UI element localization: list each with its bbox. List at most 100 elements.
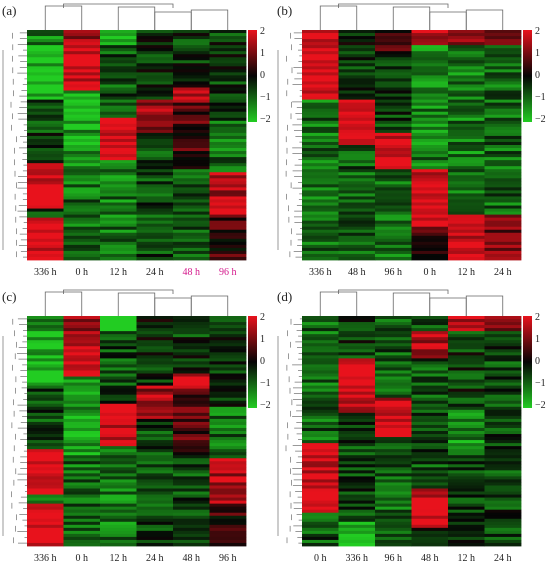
heat-cell [209, 114, 247, 119]
colorbar [523, 316, 532, 408]
heat-cell [173, 111, 210, 116]
heat-cell [100, 518, 137, 523]
heat-cell [375, 151, 412, 155]
heat-cell [209, 66, 247, 70]
heat-cell [63, 141, 101, 146]
heat-cell [375, 36, 412, 40]
heat-cell [411, 102, 449, 107]
heat-cell [375, 503, 412, 508]
heat-cell [411, 319, 449, 323]
heat-cell [209, 316, 247, 320]
heat-cell [100, 322, 137, 326]
heat-cell [375, 467, 412, 471]
heat-cell [209, 485, 247, 489]
heat-cell [484, 542, 522, 547]
heat-cell [136, 394, 174, 399]
heat-cell [302, 51, 339, 55]
heat-cell [302, 437, 339, 441]
heat-cell [209, 208, 247, 212]
heat-cell [100, 196, 137, 200]
heat-cell [338, 515, 376, 520]
column-label: 336 h [346, 553, 369, 564]
heat-cell [484, 51, 522, 55]
heat-cell [448, 361, 485, 365]
heat-cell [302, 202, 339, 206]
heat-cell [302, 452, 339, 456]
heat-cell [338, 524, 376, 529]
heat-cell [136, 412, 174, 417]
heat-cell [484, 253, 522, 258]
heat-cell [302, 99, 339, 104]
heat-cell [302, 406, 339, 411]
heat-cell [375, 238, 412, 243]
heat-cell [302, 449, 339, 453]
dendrogram-branch [392, 6, 431, 30]
column-dendrogram [44, 289, 229, 316]
heat-cell [375, 382, 412, 387]
heat-cell [375, 515, 412, 520]
heat-cell [63, 464, 101, 468]
heat-cell [100, 373, 137, 377]
heatmap-panel-d: 0 h 336 h 96 h 48 h 12 h 24 h 2 1 0 −1 −2 (d) [275, 286, 550, 572]
column-label: 12 h [458, 553, 476, 564]
heat-cell [338, 132, 376, 137]
heat-cell [136, 421, 174, 426]
heat-cell [448, 443, 485, 447]
heat-cell [302, 256, 339, 261]
heat-cell [302, 244, 339, 249]
heat-cell [375, 385, 412, 390]
heat-cell [448, 250, 485, 255]
heat-cell [375, 66, 412, 70]
heat-cell [63, 78, 101, 82]
heat-cell [484, 154, 522, 158]
heat-cell [302, 141, 339, 146]
heat-cell [136, 476, 174, 480]
heat-cell [27, 503, 64, 508]
heat-cell [448, 72, 485, 76]
heat-cell [375, 175, 412, 179]
heat-cell [302, 154, 339, 158]
heat-cell [484, 536, 522, 541]
heat-cell [100, 178, 137, 182]
heat-cell [27, 434, 64, 438]
heat-cell [448, 542, 485, 547]
heat-cell [27, 452, 64, 456]
heat-cell [100, 72, 137, 76]
heat-cell [484, 406, 522, 411]
heat-cell [100, 253, 137, 258]
heat-cell [448, 145, 485, 149]
heat-cell [209, 141, 247, 146]
heat-cell [63, 343, 101, 347]
heat-cell [448, 473, 485, 477]
heat-cell [448, 500, 485, 505]
heat-cell [448, 337, 485, 341]
heat-cell [448, 340, 485, 344]
heat-cell [375, 527, 412, 532]
heat-cell [375, 148, 412, 152]
heat-cell [448, 488, 485, 492]
heat-cell [411, 72, 449, 76]
heat-cell [375, 418, 412, 423]
heat-cell [27, 394, 64, 399]
heat-cell [100, 461, 137, 465]
heat-cell [411, 409, 449, 414]
heat-cell [338, 406, 376, 411]
heat-cell [209, 120, 247, 125]
heat-cell [63, 190, 101, 194]
heat-cell [302, 138, 339, 143]
heat-cell [484, 337, 522, 341]
heat-cell [302, 205, 339, 209]
heat-cell [338, 63, 376, 67]
heat-cell [136, 199, 174, 203]
heat-cell [338, 418, 376, 423]
heat-cell [338, 539, 376, 544]
heat-cell [209, 533, 247, 538]
heat-cell [448, 521, 485, 526]
heat-cell [448, 379, 485, 383]
heat-cell [302, 521, 339, 526]
heat-cell [173, 334, 210, 338]
heat-cell [302, 527, 339, 532]
heat-cell [338, 334, 376, 338]
heat-cell [302, 373, 339, 377]
heat-cell [100, 503, 137, 508]
